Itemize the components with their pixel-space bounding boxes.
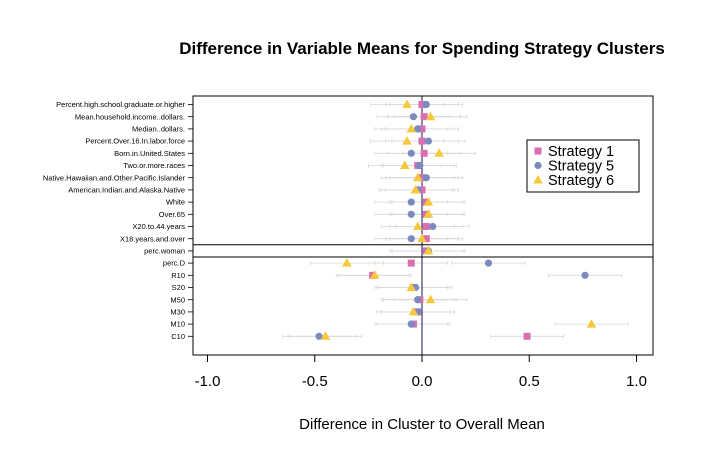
data-point [422, 223, 430, 230]
y-tick-label: Over.65 [159, 210, 185, 219]
y-tick-label: American.Indian.and.Alaska.Native [68, 186, 185, 195]
y-tick-label: Percent.Over.16.In.labor.force [85, 137, 185, 146]
data-point [423, 245, 434, 255]
data-point [423, 209, 434, 218]
data-point [418, 125, 426, 133]
x-axis-label: Difference in Cluster to Overall Mean [299, 416, 545, 433]
y-tick-label: perc.woman [144, 247, 185, 256]
data-point [409, 113, 418, 121]
y-tick-label: C10 [171, 332, 185, 341]
y-tick-label: M10 [170, 320, 185, 329]
data-point [402, 136, 412, 145]
y-tick-label: perc.D [163, 259, 186, 268]
data-point [422, 235, 430, 243]
data-point [420, 113, 428, 121]
x-tick-label: -0.5 [302, 373, 328, 390]
data-point [320, 331, 331, 340]
plot-area [192, 95, 654, 356]
data-point [407, 320, 415, 328]
y-tick-label: S20 [172, 283, 185, 292]
y-tick-label: X18.years.and.over [120, 234, 186, 243]
y-tick-label: M50 [170, 295, 185, 304]
data-point [581, 271, 589, 279]
data-point [407, 259, 415, 267]
data-point [406, 282, 417, 291]
series-strategy-6 [320, 99, 597, 340]
y-tick-label: Mean.household.income..dollars. [75, 112, 185, 121]
chart-title: Difference in Variable Means for Spendin… [179, 39, 665, 58]
error-bars [282, 102, 629, 339]
data-point [408, 306, 419, 316]
data-point [407, 235, 415, 243]
data-point [422, 100, 430, 109]
x-tick-label: 0.5 [519, 373, 540, 390]
y-tick-label: Median..dollars. [132, 125, 185, 134]
data-point [420, 149, 428, 157]
data-point [412, 221, 423, 230]
data-point [418, 137, 426, 145]
data-point [429, 222, 437, 231]
data-point [425, 111, 436, 121]
y-tick-label: M30 [170, 308, 185, 317]
legend-marker [534, 147, 542, 155]
x-tick-label: 1.0 [626, 373, 647, 390]
data-point [407, 210, 415, 218]
data-point [523, 332, 531, 340]
data-point [414, 296, 422, 304]
data-point [425, 294, 436, 304]
series-strategy-5 [315, 100, 589, 340]
data-point [586, 319, 597, 328]
data-point [422, 174, 430, 182]
y-tick-label: Two.or.more.races [123, 161, 185, 170]
data-point [342, 258, 352, 267]
data-point [315, 332, 323, 340]
data-point [410, 184, 421, 194]
series-strategy-1 [369, 101, 531, 340]
y-tick-label: Percent.high.school.graduate.or.higher [56, 100, 185, 109]
legend-label: Strategy 6 [548, 173, 614, 189]
x-tick-label: -1.0 [195, 373, 221, 390]
data-point [407, 198, 415, 206]
legend-label: Strategy 1 [548, 144, 614, 160]
y-tick-label: Born.in.United.States [114, 149, 185, 158]
x-tick-label: 0.0 [412, 373, 433, 390]
data-point [416, 161, 424, 170]
y-tick-label: X20.to.44.years [132, 222, 185, 231]
separators [193, 244, 653, 258]
data-point [418, 186, 426, 194]
data-point [434, 148, 444, 157]
data-point [407, 149, 415, 157]
data-point [418, 101, 426, 108]
data-point [414, 125, 422, 133]
legend-label: Strategy 5 [548, 159, 614, 175]
legend-box [526, 139, 640, 193]
legend-marker [534, 161, 542, 170]
y-axis: Percent.high.school.graduate.or.higher Me… [43, 100, 193, 341]
data-points [315, 99, 597, 340]
data-point [424, 137, 433, 145]
y-tick-label: Native.Hawaiian.and.Other.Pacific.Island… [43, 173, 186, 182]
data-point [370, 270, 380, 279]
legend-marker [533, 175, 543, 184]
data-point [400, 160, 410, 169]
y-tick-label: R10 [171, 271, 185, 280]
data-point [406, 123, 417, 133]
x-axis: -1.0 -0.5 0.0 0.5 1.0 [195, 354, 647, 390]
data-point [412, 172, 423, 182]
data-point [418, 174, 426, 182]
data-point [484, 259, 493, 267]
data-point [402, 99, 412, 108]
data-point [423, 197, 434, 206]
y-tick-label: White [166, 198, 185, 207]
data-point [417, 233, 427, 243]
